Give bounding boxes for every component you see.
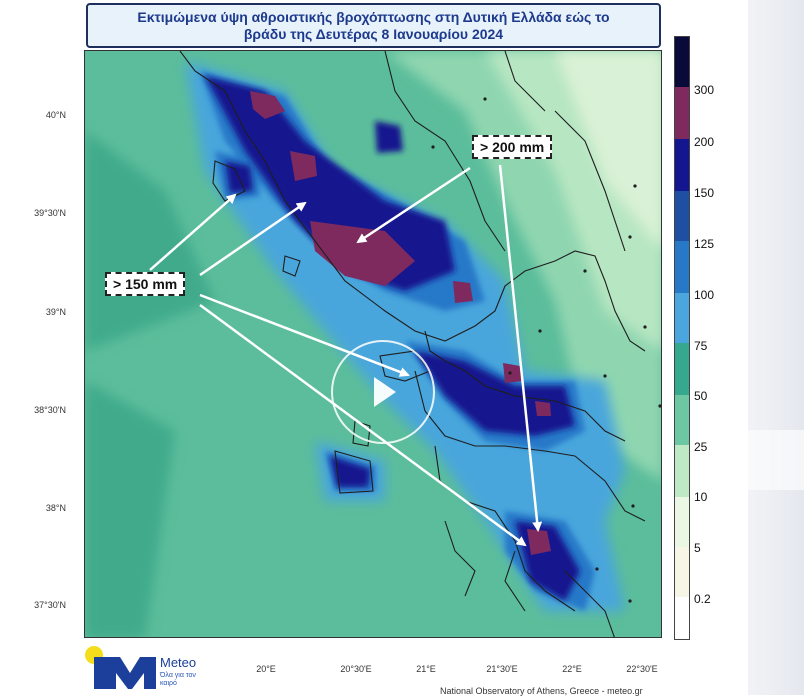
map-title: Εκτιμώμενα ύψη αθροιστικής βροχόπτωσης σ… bbox=[86, 3, 661, 48]
colorbar-seg-200-300 bbox=[675, 87, 689, 139]
colorbar bbox=[674, 36, 690, 640]
arrow-200-peloponnese bbox=[498, 164, 543, 532]
rainfall-map-graphic bbox=[85, 51, 661, 637]
colorbar-seg-25-50 bbox=[675, 395, 689, 445]
colorbar-label-0-2: 0.2 bbox=[694, 592, 711, 606]
lat-label-40: 40°N bbox=[45, 110, 66, 120]
colorbar-label-5: 5 bbox=[694, 541, 701, 555]
colorbar-label-10: 10 bbox=[694, 490, 708, 504]
lon-label-20-30: 20°30'E bbox=[340, 664, 372, 674]
colorbar-seg-0-2-5 bbox=[675, 547, 689, 597]
map-title-line1: Εκτιμώμενα ύψη αθροιστικής βροχόπτωσης σ… bbox=[137, 8, 610, 25]
lat-label-38-30: 38°30'N bbox=[34, 405, 66, 415]
colorbar-seg-300-plus bbox=[675, 37, 689, 87]
colorbar-label-50: 50 bbox=[694, 389, 708, 403]
lon-label-21: 21°E bbox=[416, 664, 436, 674]
play-icon[interactable] bbox=[374, 377, 396, 407]
callout-over-150mm: > 150 mm bbox=[105, 272, 186, 296]
lat-label-37-30: 37°30'N bbox=[34, 600, 66, 610]
colorbar-seg-5-10 bbox=[675, 497, 689, 547]
lon-label-22-30: 22°30'E bbox=[626, 664, 658, 674]
colorbar-seg-10-25 bbox=[675, 445, 689, 497]
background-right-panel bbox=[748, 0, 804, 695]
colorbar-label-100: 100 bbox=[694, 288, 715, 302]
colorbar-label-200: 200 bbox=[694, 135, 715, 149]
colorbar-seg-50-75 bbox=[675, 343, 689, 395]
arrow-150-corfu bbox=[149, 193, 237, 271]
lat-label-39-30: 39°30'N bbox=[34, 208, 66, 218]
arrow-200-epirus bbox=[356, 166, 471, 244]
logo-brand-text: Meteo bbox=[160, 655, 197, 670]
colorbar-label-25: 25 bbox=[694, 440, 708, 454]
colorbar-label-300: 300 bbox=[694, 83, 715, 97]
video-play-ring[interactable] bbox=[331, 340, 435, 444]
colorbar-label-125: 125 bbox=[694, 237, 715, 251]
colorbar-seg-125-150 bbox=[675, 191, 689, 241]
meteo-logo bbox=[85, 646, 156, 689]
logo-tagline: Όλα για τον καιρό bbox=[160, 672, 196, 687]
map-title-line2: βράδυ της Δευτέρας 8 Ιανουαρίου 2024 bbox=[243, 25, 504, 42]
lon-label-22: 22°E bbox=[562, 664, 582, 674]
colorbar-seg-150-200 bbox=[675, 139, 689, 191]
lat-label-38: 38°N bbox=[45, 503, 66, 513]
colorbar-label-75: 75 bbox=[694, 339, 708, 353]
colorbar-label-150: 150 bbox=[694, 186, 715, 200]
colorbar-seg-below-0-2 bbox=[675, 597, 689, 639]
lon-label-21-30: 21°30'E bbox=[486, 664, 518, 674]
lon-label-20: 20°E bbox=[256, 664, 276, 674]
colorbar-seg-75-100 bbox=[675, 293, 689, 343]
lat-label-39: 39°N bbox=[45, 307, 66, 317]
colorbar-seg-100-125 bbox=[675, 241, 689, 293]
credit-text: National Observatory of Athens, Greece -… bbox=[440, 686, 643, 696]
arrow-150-epirus-coast bbox=[199, 201, 307, 277]
callout-over-200mm: > 200 mm bbox=[472, 135, 553, 159]
